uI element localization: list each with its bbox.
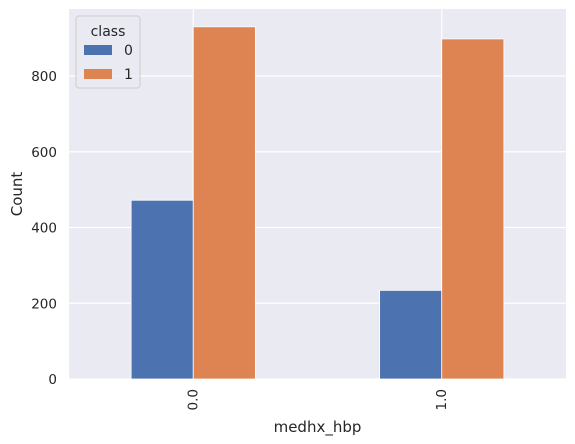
- x-tick-label-1: 1.0: [434, 389, 450, 410]
- legend-label-1: 1: [124, 67, 133, 83]
- y-tick-label-1: 200: [31, 296, 57, 312]
- legend-swatch-0: [84, 45, 112, 55]
- y-axis-label: Count: [8, 172, 26, 217]
- legend-label-0: 0: [124, 43, 133, 59]
- x-tick-label-0: 0.0: [185, 389, 201, 410]
- bar-1.0-class-1: [441, 38, 505, 380]
- legend: class 0 1: [75, 15, 141, 89]
- y-tick-label-3: 600: [31, 145, 57, 161]
- x-axis-label: medhx_hbp: [274, 418, 362, 437]
- x-tick-labels: 0.0 1.0: [185, 389, 450, 410]
- bar-0.0-class-1: [192, 26, 256, 380]
- legend-title: class: [91, 24, 126, 40]
- y-tick-label-4: 800: [31, 69, 57, 85]
- legend-swatch-1: [84, 69, 112, 79]
- bars: [130, 26, 505, 380]
- bar-0.0-class-0: [130, 199, 194, 380]
- y-tick-label-0: 0: [48, 372, 57, 388]
- y-tick-label-2: 400: [31, 221, 57, 237]
- y-tick-labels: 0 200 400 600 800: [31, 69, 57, 388]
- bar-1.0-class-0: [379, 289, 443, 380]
